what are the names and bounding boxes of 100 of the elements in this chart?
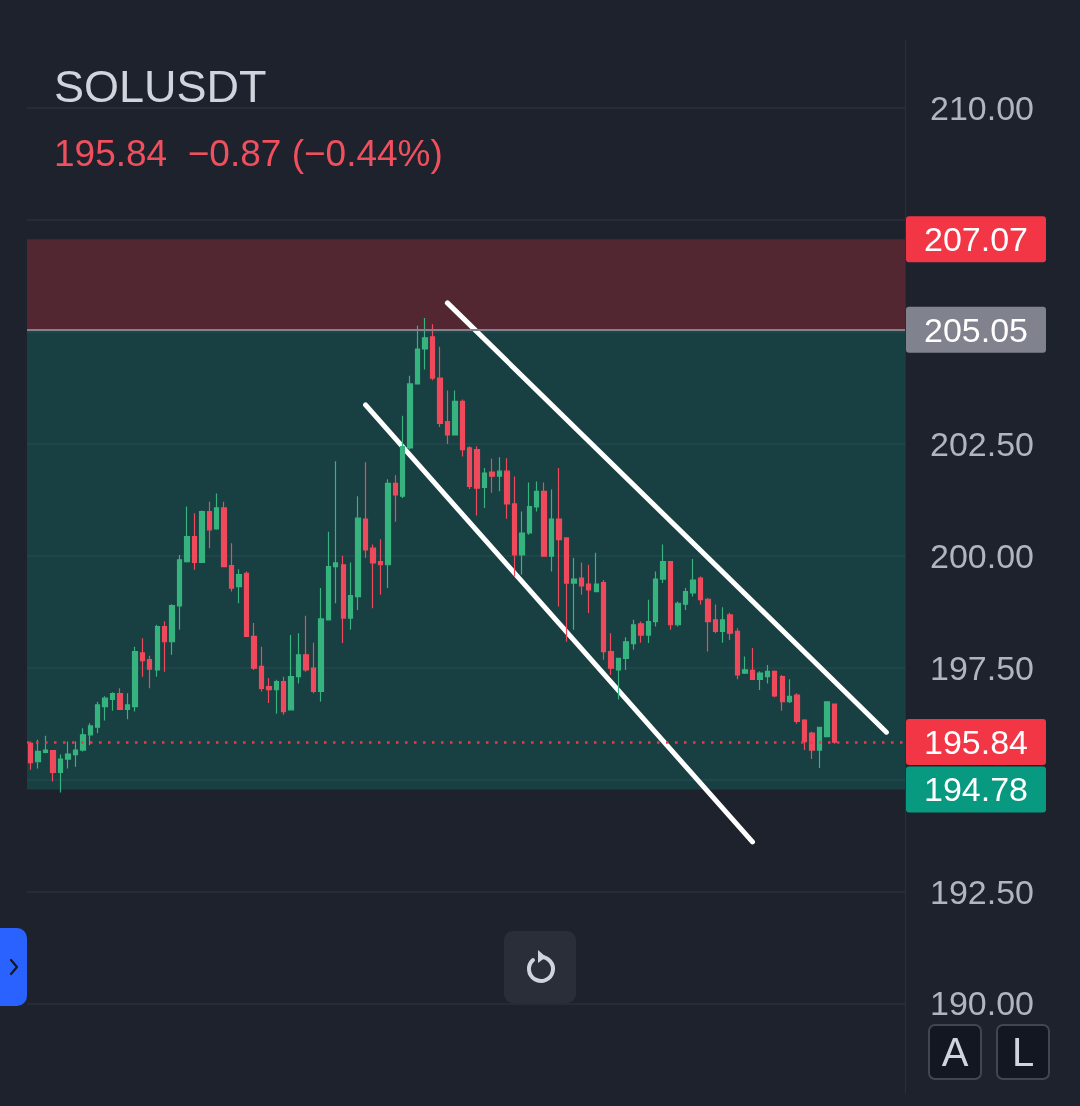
candlestick: [429, 323, 436, 381]
candlestick: [726, 612, 734, 641]
candlestick: [444, 390, 451, 445]
candlestick: [34, 739, 42, 770]
band-label: 194.78: [924, 770, 1028, 809]
candlestick: [496, 456, 503, 492]
text: SOLUSDT: [54, 61, 267, 112]
candlestick: [325, 531, 332, 621]
candlestick: [630, 619, 637, 651]
candlestick: [749, 647, 756, 681]
candlestick: [109, 691, 116, 712]
candlestick: [526, 481, 533, 536]
candlestick: [764, 664, 771, 684]
candlestick: [533, 480, 540, 513]
candlestick: [287, 634, 295, 711]
candlestick: [697, 575, 704, 606]
candlestick: [340, 555, 347, 644]
candlestick: [406, 375, 414, 450]
candlestick: [161, 621, 168, 673]
candlestick: [57, 753, 64, 794]
candlestick: [176, 554, 183, 631]
candlestick: [243, 570, 250, 637]
y-tick-label: 192.50: [930, 872, 1034, 911]
candlestick: [555, 467, 563, 607]
candlestick: [831, 703, 838, 745]
candlestick: [570, 557, 578, 631]
candlestick: [347, 561, 354, 631]
candlestick: [771, 669, 778, 698]
candlestick: [779, 674, 786, 712]
candlestick: [101, 695, 109, 722]
candlestick: [786, 678, 793, 704]
candlestick: [518, 510, 526, 576]
candlestick: [168, 603, 176, 656]
candlestick: [659, 544, 667, 584]
y-tick-label: 210.00: [930, 89, 1034, 128]
candlestick: [87, 722, 94, 746]
candlestick: [637, 621, 645, 644]
candlestick: [42, 735, 49, 754]
candlestick: [183, 505, 191, 564]
candlestick: [384, 478, 392, 589]
candlestick: [473, 445, 481, 517]
candlestick: [667, 561, 674, 631]
ref-line-label: 205.05: [924, 310, 1028, 349]
candlestick: [481, 467, 488, 509]
candlestick: [682, 587, 689, 611]
band-label: 207.07: [924, 220, 1028, 259]
candlestick: [600, 579, 607, 661]
candlestick: [615, 657, 622, 701]
candlestick: [94, 701, 101, 734]
candlestick: [674, 600, 682, 628]
candlestick: [689, 558, 697, 598]
candlestick: [280, 676, 287, 716]
candlestick: [548, 488, 555, 573]
candlestick: [593, 552, 600, 593]
candlestick: [131, 646, 139, 713]
square-button: A: [928, 1024, 982, 1080]
candlestick: [124, 692, 131, 720]
candlestick: [49, 749, 57, 783]
candlestick: [540, 481, 548, 557]
candlestick: [228, 542, 235, 593]
candlestick: [258, 646, 265, 693]
candlestick: [451, 390, 459, 436]
candlestick: [220, 501, 228, 568]
candlestick: [563, 537, 570, 643]
candlestick: [27, 740, 34, 771]
candlestick: [235, 568, 243, 604]
candlestick: [511, 475, 518, 577]
candlestick: [466, 445, 473, 490]
candlestick: [436, 346, 444, 428]
y-tick-label: 190.00: [930, 984, 1034, 1023]
ref-line-label: 195.84: [924, 723, 1028, 762]
candlestick: [399, 415, 406, 499]
candlestick: [704, 597, 712, 653]
candlestick: [273, 679, 280, 715]
candlestick: [801, 718, 808, 751]
candlestick: [317, 587, 325, 703]
candlestick: [310, 642, 317, 694]
candlestick: [734, 627, 741, 680]
square-button: L: [996, 1024, 1050, 1080]
candlestick: [265, 677, 273, 704]
candlestick: [213, 492, 220, 531]
y-tick-label: 197.50: [930, 648, 1034, 687]
candlestick: [459, 398, 466, 458]
candlestick: [578, 561, 585, 596]
candlestick: [191, 512, 198, 571]
candlestick: [198, 509, 206, 564]
y-tick-label: 202.50: [930, 424, 1034, 463]
candlestick: [146, 655, 153, 689]
candlestick: [354, 495, 362, 611]
candlestick: [421, 317, 429, 371]
candlestick: [488, 458, 496, 494]
candlestick: [414, 325, 421, 385]
candlestick: [503, 457, 511, 520]
candlestick: [250, 622, 258, 671]
candlestick: [712, 604, 719, 634]
candlestick: [369, 544, 377, 609]
candlestick: [652, 570, 659, 628]
candlestick: [377, 538, 384, 596]
text: 195.84 −0.87 (−0.44%): [54, 133, 443, 174]
y-tick-label: 200.00: [930, 536, 1034, 575]
